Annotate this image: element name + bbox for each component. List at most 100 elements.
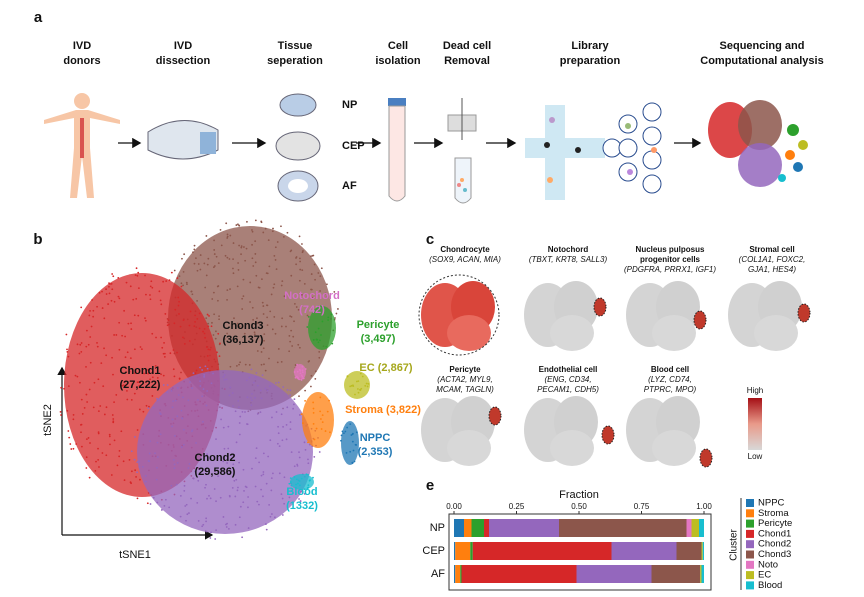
cell-dot (232, 455, 235, 457)
cell-dot (206, 313, 209, 316)
cell-dot (357, 391, 360, 394)
cell-dot (285, 325, 287, 328)
highlight (699, 448, 713, 468)
cell-dot (101, 307, 104, 309)
cell-dot (238, 325, 241, 328)
cell-dot (193, 248, 196, 251)
cep-icon (275, 131, 321, 161)
cell-dot (254, 261, 257, 264)
cluster-count: (742) (299, 304, 325, 316)
cell-dot (278, 445, 281, 448)
cell-dot (123, 309, 126, 312)
legend-label: Stroma (758, 508, 789, 519)
cell-dot (313, 438, 316, 441)
cell-dot (173, 467, 176, 470)
cell-dot (198, 327, 201, 330)
cell-dot (225, 526, 228, 528)
cell-dot (217, 262, 220, 265)
cell-dot (300, 293, 303, 296)
cell-dot (276, 361, 279, 364)
legend-low: Low (748, 452, 763, 461)
cell-dot (300, 477, 303, 480)
cell-dot (326, 296, 328, 299)
cell-dot (118, 297, 121, 300)
cell-dot (83, 406, 86, 409)
cell-dot (138, 466, 141, 468)
cell-dot (235, 365, 238, 367)
cell-dot (163, 504, 166, 507)
cell-dot (156, 441, 159, 444)
legend-label: EC (758, 570, 771, 581)
legend-label: NPPC (758, 498, 785, 509)
cell-dot (349, 423, 352, 426)
cell-dot (258, 503, 260, 506)
cell-dot (317, 305, 320, 307)
cell-dot (159, 433, 162, 436)
cell-dot (108, 282, 110, 285)
cell-dot (149, 503, 152, 505)
cell-dot (79, 381, 81, 384)
cell-dot (298, 414, 301, 416)
cell-dot (222, 426, 225, 429)
cell-dot (177, 296, 180, 299)
cell-dot (250, 404, 253, 407)
cell-dot (197, 520, 200, 522)
cell-dot (307, 484, 310, 487)
cell-dot (324, 292, 327, 295)
bar-segment (702, 542, 704, 560)
cell-dot (141, 465, 144, 468)
cell-dot (273, 283, 276, 286)
cell-dot (154, 452, 156, 455)
cell-dot (256, 413, 259, 415)
legend-title: Cluster (729, 528, 740, 560)
cell-dot (198, 312, 201, 315)
cell-dot (290, 451, 293, 454)
cell-dot (204, 286, 207, 289)
cell-dot (202, 420, 204, 423)
cell-dot (215, 330, 217, 333)
feature-map (550, 430, 594, 466)
bar-segment (454, 519, 464, 537)
cell-dot (236, 285, 239, 288)
cell-dot (217, 475, 220, 478)
cell-dot (207, 257, 210, 260)
cell-dot (248, 376, 251, 379)
legend-label: Chond1 (758, 528, 791, 539)
panel-label: a (34, 9, 43, 26)
cell-dot (189, 310, 192, 313)
cell-dot (149, 440, 152, 443)
cell-dot (105, 288, 107, 291)
cell-dot (318, 451, 321, 453)
cell-dot (283, 476, 286, 479)
cell-dot (295, 483, 297, 486)
cell-dot (346, 426, 349, 429)
cell-dot (159, 299, 162, 302)
cell-dot (304, 368, 307, 370)
cell-dot (213, 313, 216, 316)
cell-dot (277, 425, 279, 428)
legend-swatch (746, 499, 754, 507)
axis-label: tSNE1 (119, 549, 151, 561)
cell-dot (290, 249, 293, 252)
cell-dot (217, 299, 219, 302)
cell-dot (171, 425, 173, 428)
cell-dot (312, 254, 315, 257)
cell-dot (290, 315, 293, 318)
disc-icon (147, 120, 219, 160)
cell-dot (105, 293, 108, 295)
cell-dot (130, 398, 133, 401)
cell-dot (312, 296, 314, 299)
cell-dot (262, 231, 265, 234)
cluster-count: (2,353) (358, 446, 393, 458)
feature-map (447, 430, 491, 466)
cell-dot (210, 531, 212, 534)
cell-dot (350, 434, 353, 436)
feature-map (652, 430, 696, 466)
cell-dot (242, 468, 245, 471)
cell-dot (80, 342, 83, 344)
cluster-label: Stroma (3,822) (345, 404, 421, 416)
cell-dot (189, 381, 191, 383)
bar-segment (471, 519, 484, 537)
cell-dot (262, 471, 265, 473)
cell-dot (261, 301, 264, 304)
